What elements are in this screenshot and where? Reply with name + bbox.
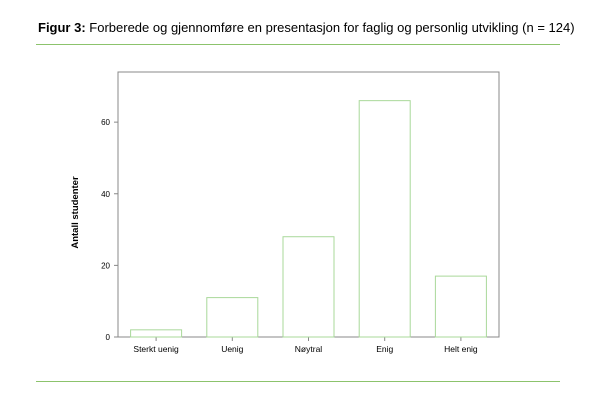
bar [358, 100, 411, 338]
bar [206, 297, 259, 338]
y-tick-label: 20 [101, 261, 110, 270]
footer-divider [36, 381, 560, 382]
figure-caption-prefix: Figur 3: [38, 20, 86, 35]
bars [130, 100, 487, 338]
figure-caption: Figur 3: Forberede og gjennomføre en pre… [38, 20, 575, 35]
bar [434, 275, 487, 338]
y-tick-label: 0 [106, 333, 111, 342]
y-tick-label: 40 [101, 190, 110, 199]
x-tick-label: Nøytral [295, 344, 323, 354]
bar [282, 236, 335, 338]
figure-caption-text: Forberede og gjennomføre en presentasjon… [85, 20, 575, 35]
bar [130, 329, 183, 338]
x-tick-label: Helt enig [444, 344, 478, 354]
y-axis: 0 20 40 60 [101, 118, 118, 342]
y-tick-label: 60 [101, 118, 110, 127]
x-tick-label: Enig [376, 344, 393, 354]
caption-divider [36, 44, 560, 45]
y-axis-title: Antall studenter [70, 176, 81, 249]
x-tick-label: Sterkt uenig [133, 344, 179, 354]
plot-frame [117, 71, 500, 338]
x-tick-label: Uenig [221, 344, 243, 354]
x-axis: Sterkt uenig Uenig Nøytral Enig Helt enig [133, 337, 478, 354]
